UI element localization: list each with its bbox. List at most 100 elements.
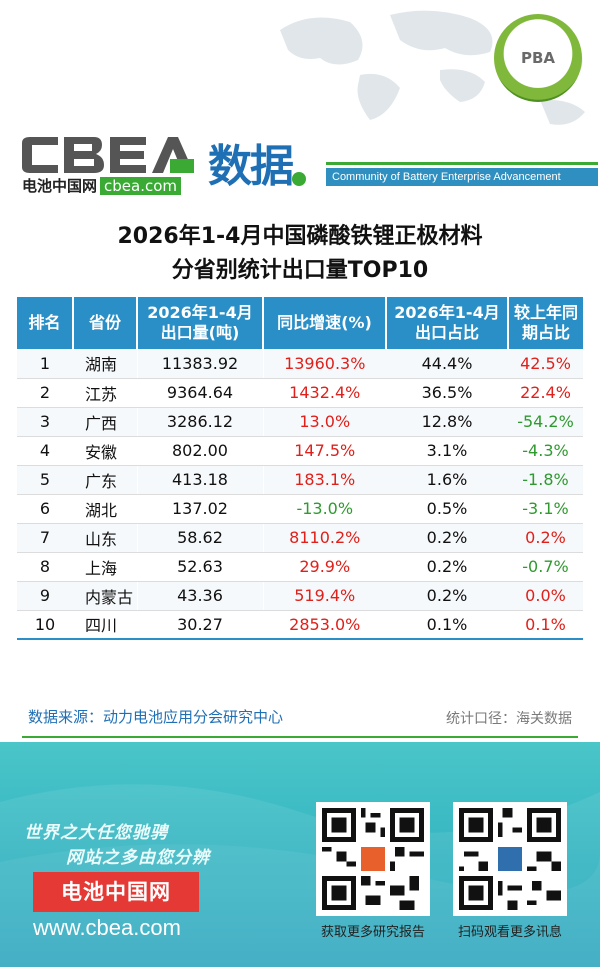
share-cell: 3.1% xyxy=(386,436,508,466)
qr-code[interactable] xyxy=(316,802,430,916)
data-source: 数据来源：动力电池应用分会研究中心 xyxy=(28,708,284,726)
section-title: 数据 xyxy=(208,141,294,192)
logo-subtitle: 电池中国网 cbea.com xyxy=(22,175,182,196)
share-cell: 0.2% xyxy=(386,552,508,582)
volume-cell: 30.27 xyxy=(137,610,264,640)
change-cell: 0.2% xyxy=(508,523,583,553)
share-cell: 44.4% xyxy=(386,349,508,379)
change-cell: -54.2% xyxy=(508,407,583,437)
share-cell: 12.8% xyxy=(386,407,508,437)
brand-logo[interactable]: 电池中国网 xyxy=(33,872,199,912)
slogan-1: 世界之大任您驰骋 xyxy=(24,823,168,843)
page-title: 2026年1-4月中国磷酸铁锂正极材料 分省别统计出口量TOP10 xyxy=(0,220,600,288)
volume-cell: 802.00 xyxy=(137,436,264,466)
table-row: 3 广西 3286.12 13.0% 12.8% -54.2% xyxy=(17,407,583,437)
volume-cell: 11383.92 xyxy=(137,349,264,379)
pba-badge-text: PBA xyxy=(513,33,563,83)
table-row: 4 安徽 802.00 147.5% 3.1% -4.3% xyxy=(17,436,583,466)
rank-cell: 6 xyxy=(17,494,73,524)
table-row: 1 湖南 11383.92 13960.3% 44.4% 42.5% xyxy=(17,349,583,379)
title-line-1: 2026年1-4月中国磷酸铁锂正极材料 xyxy=(117,224,483,249)
title-line-2: 分省别统计出口量TOP10 xyxy=(171,258,429,283)
share-cell: 0.2% xyxy=(386,523,508,553)
footer xyxy=(0,742,600,967)
qr-caption: 扫码观看更多讯息 xyxy=(457,925,562,940)
share-cell: 0.1% xyxy=(386,610,508,640)
change-cell: 0.1% xyxy=(508,610,583,640)
change-cell: 22.4% xyxy=(508,378,583,408)
change-cell: -1.8% xyxy=(508,465,583,495)
volume-cell: 9364.64 xyxy=(137,378,264,408)
province-cell: 广东 xyxy=(73,465,138,495)
yoy-cell: 519.4% xyxy=(263,581,386,611)
province-cell: 江苏 xyxy=(73,378,138,408)
volume-cell: 137.02 xyxy=(137,494,264,524)
change-cell: 0.0% xyxy=(508,581,583,611)
header-change: 较上年同期占比 xyxy=(508,297,583,349)
website-link[interactable]: www.cbea.com xyxy=(33,915,181,940)
province-cell: 广西 xyxy=(73,407,138,437)
province-cell: 内蒙古 xyxy=(73,581,138,611)
qr-code-icon xyxy=(459,808,561,910)
cbea-logo xyxy=(22,137,194,173)
volume-cell: 43.36 xyxy=(137,581,264,611)
table-row: 10 四川 30.27 2853.0% 0.1% 0.1% xyxy=(17,610,583,640)
province-cell: 山东 xyxy=(73,523,138,553)
volume-cell: 413.18 xyxy=(137,465,264,495)
dot-icon xyxy=(292,172,306,186)
change-cell: 42.5% xyxy=(508,349,583,379)
province-cell: 安徽 xyxy=(73,436,138,466)
export-table: 排名 省份 2026年1-4月出口量(吨) 同比增速(%) 2026年1-4月出… xyxy=(17,297,583,640)
statistical-scope: 统计口径：海关数据 xyxy=(446,711,572,727)
yoy-cell: 2853.0% xyxy=(263,610,386,640)
table-row: 5 广东 413.18 183.1% 1.6% -1.8% xyxy=(17,465,583,495)
divider xyxy=(326,162,598,165)
table-row: 8 上海 52.63 29.9% 0.2% -0.7% xyxy=(17,552,583,582)
logo-url: cbea.com xyxy=(100,177,182,195)
table-body: 1 湖南 11383.92 13960.3% 44.4% 42.5% 2 江苏 9364.64 1… xyxy=(17,349,583,640)
yoy-cell: -13.0% xyxy=(263,494,386,524)
table-header-row: 排名 省份 2026年1-4月出口量(吨) 同比增速(%) 2026年1-4月出… xyxy=(17,297,583,349)
volume-cell: 52.63 xyxy=(137,552,264,582)
share-cell: 36.5% xyxy=(386,378,508,408)
header-yoy: 同比增速(%) xyxy=(263,297,387,349)
header-rank: 排名 xyxy=(17,297,74,349)
yoy-cell: 13960.3% xyxy=(263,349,386,379)
rank-cell: 7 xyxy=(17,523,73,553)
share-cell: 0.5% xyxy=(386,494,508,524)
header: PBA 电池中国网 cbea.com 数据 Community of Batter… xyxy=(0,0,600,205)
table-row: 2 江苏 9364.64 1432.4% 36.5% 22.4% xyxy=(17,378,583,408)
header-volume: 2026年1-4月出口量(吨) xyxy=(137,297,264,349)
volume-cell: 58.62 xyxy=(137,523,264,553)
rank-cell: 5 xyxy=(17,465,73,495)
province-cell: 四川 xyxy=(73,610,138,640)
qr-caption: 获取更多研究报告 xyxy=(320,925,425,940)
rank-cell: 3 xyxy=(17,407,73,437)
yoy-cell: 147.5% xyxy=(263,436,386,466)
table-row: 9 内蒙古 43.36 519.4% 0.2% 0.0% xyxy=(17,581,583,611)
share-cell: 1.6% xyxy=(386,465,508,495)
volume-cell: 3286.12 xyxy=(137,407,264,437)
province-cell: 湖南 xyxy=(73,349,138,379)
tagline: Community of Battery Enterprise Advancem… xyxy=(326,168,598,186)
yoy-cell: 183.1% xyxy=(263,465,386,495)
header-share: 2026年1-4月出口占比 xyxy=(386,297,509,349)
rank-cell: 10 xyxy=(17,610,73,640)
qr-code[interactable] xyxy=(453,802,567,916)
header-province: 省份 xyxy=(73,297,138,349)
rank-cell: 1 xyxy=(17,349,73,379)
yoy-cell: 8110.2% xyxy=(263,523,386,553)
logo-sub-text: 电池中国网 xyxy=(22,177,98,195)
province-cell: 湖北 xyxy=(73,494,138,524)
yoy-cell: 29.9% xyxy=(263,552,386,582)
pba-badge: PBA xyxy=(494,14,582,102)
rank-cell: 4 xyxy=(17,436,73,466)
change-cell: -0.7% xyxy=(508,552,583,582)
province-cell: 上海 xyxy=(73,552,138,582)
yoy-cell: 1432.4% xyxy=(263,378,386,408)
table-row: 6 湖北 137.02 -13.0% 0.5% -3.1% xyxy=(17,494,583,524)
change-cell: -3.1% xyxy=(508,494,583,524)
table-row: 7 山东 58.62 8110.2% 0.2% 0.2% xyxy=(17,523,583,553)
qr-code-icon xyxy=(322,808,424,910)
share-cell: 0.2% xyxy=(386,581,508,611)
